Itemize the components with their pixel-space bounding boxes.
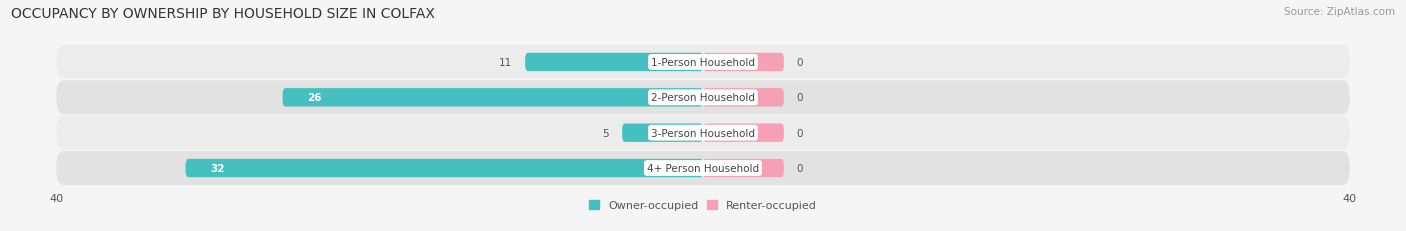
FancyBboxPatch shape [283,89,703,107]
Text: 11: 11 [499,58,512,68]
FancyBboxPatch shape [56,81,1350,115]
Text: 4+ Person Household: 4+ Person Household [647,163,759,173]
Text: 3-Person Household: 3-Person Household [651,128,755,138]
Text: 26: 26 [307,93,322,103]
Legend: Owner-occupied, Renter-occupied: Owner-occupied, Renter-occupied [589,201,817,210]
FancyBboxPatch shape [56,151,1350,185]
FancyBboxPatch shape [703,124,785,142]
FancyBboxPatch shape [703,54,785,72]
Text: 0: 0 [797,58,803,68]
FancyBboxPatch shape [703,89,785,107]
Text: OCCUPANCY BY OWNERSHIP BY HOUSEHOLD SIZE IN COLFAX: OCCUPANCY BY OWNERSHIP BY HOUSEHOLD SIZE… [11,7,434,21]
FancyBboxPatch shape [56,46,1350,80]
Text: 0: 0 [797,128,803,138]
FancyBboxPatch shape [703,159,785,177]
Text: Source: ZipAtlas.com: Source: ZipAtlas.com [1284,7,1395,17]
Text: 32: 32 [209,163,225,173]
Text: 0: 0 [797,163,803,173]
Text: 2-Person Household: 2-Person Household [651,93,755,103]
Text: 1-Person Household: 1-Person Household [651,58,755,68]
FancyBboxPatch shape [56,116,1350,150]
FancyBboxPatch shape [526,54,703,72]
Text: 5: 5 [603,128,609,138]
Text: 0: 0 [797,93,803,103]
FancyBboxPatch shape [186,159,703,177]
FancyBboxPatch shape [621,124,703,142]
